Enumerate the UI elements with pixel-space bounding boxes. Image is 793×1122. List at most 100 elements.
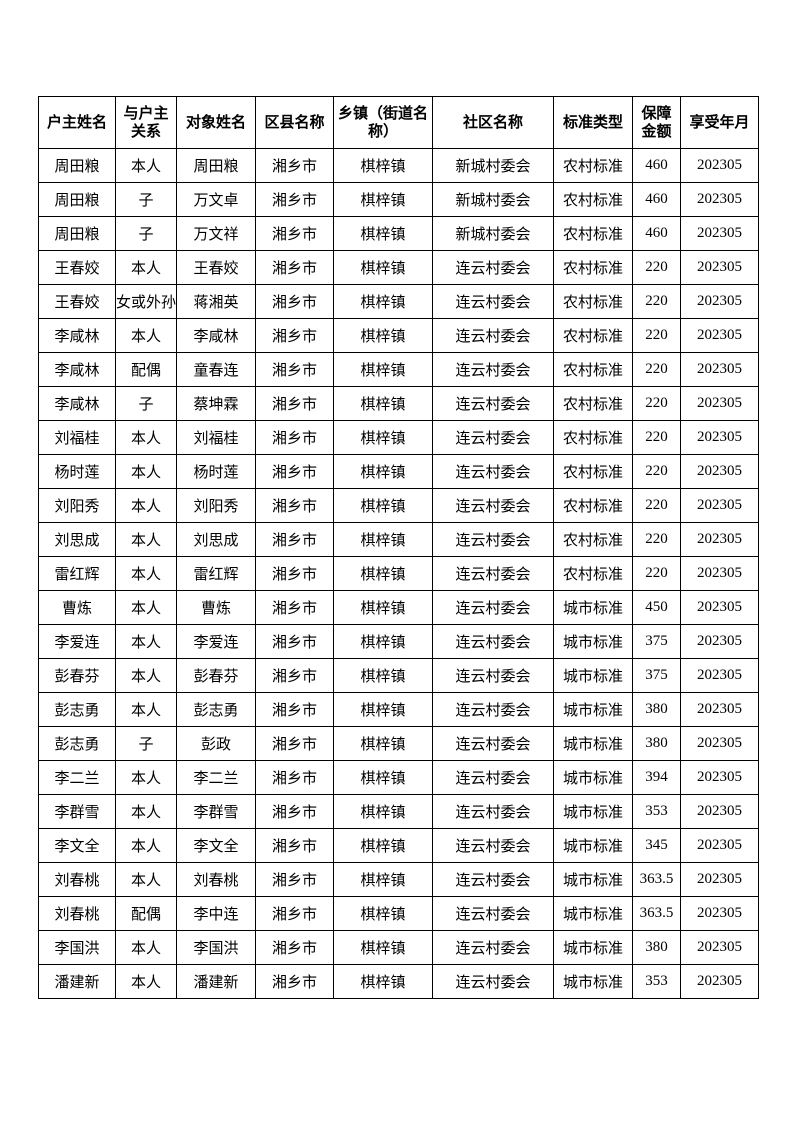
- cell-text: 202305: [697, 973, 742, 989]
- table-cell: 202305: [680, 454, 759, 489]
- table-cell: 连云村委会: [432, 590, 554, 625]
- table-cell: 棋梓镇: [333, 284, 433, 319]
- cell-text: 连云村委会: [455, 465, 531, 481]
- cell-text: 本人: [130, 499, 161, 515]
- table-cell: 李爱连: [38, 624, 116, 659]
- cell-text: 杨时莲: [54, 465, 100, 481]
- table-cell: 353: [632, 964, 681, 999]
- table-cell: 刘思成: [38, 522, 116, 557]
- cell-text: 本人: [130, 261, 161, 277]
- cell-text: 本人: [130, 635, 161, 651]
- table-cell: 棋梓镇: [333, 454, 433, 489]
- table-cell: 连云村委会: [432, 794, 554, 829]
- cell-text: 李国洪: [193, 941, 239, 957]
- table-cell: 城市标准: [553, 658, 633, 693]
- data-table: 户主姓名 与户主关系 对象姓名 区县名称 乡镇（街道名称） 社区名称 标准类型 保障金额 享受年…: [38, 96, 759, 999]
- table-cell: 刘福桂: [176, 420, 256, 455]
- cell-text: 棋梓镇: [360, 397, 406, 413]
- table-cell: 连云村委会: [432, 454, 554, 489]
- table-cell: 连云村委会: [432, 318, 554, 353]
- table-cell: 杨时莲: [176, 454, 256, 489]
- table-cell: 配偶: [115, 352, 177, 387]
- cell-text: 湘乡市: [271, 363, 317, 379]
- table-cell: 本人: [115, 692, 177, 727]
- cell-text: 棋梓镇: [360, 907, 406, 923]
- table-cell: 202305: [680, 862, 759, 897]
- table-cell: 202305: [680, 556, 759, 591]
- cell-text: 202305: [697, 361, 742, 377]
- table-cell: 220: [632, 488, 681, 523]
- table-cell: 363.5: [632, 896, 681, 931]
- cell-text: 本人: [130, 941, 161, 957]
- table-row: 刘春桃 本人 刘春桃 湘乡市 棋梓镇 连云村委会 城市标准 363.5 202305: [38, 862, 759, 897]
- table-cell: 李文全: [38, 828, 116, 863]
- table-cell: 城市标准: [553, 692, 633, 727]
- table-cell: 202305: [680, 148, 759, 183]
- table-cell: 湘乡市: [255, 182, 334, 217]
- table-cell: 湘乡市: [255, 624, 334, 659]
- table-cell: 湘乡市: [255, 828, 334, 863]
- table-cell: 棋梓镇: [333, 488, 433, 523]
- table-cell: 万文祥: [176, 216, 256, 251]
- cell-text: 375: [645, 667, 668, 683]
- table-cell: 农村标准: [553, 420, 633, 455]
- cell-text: 周田粮: [193, 159, 239, 175]
- cell-text: 连云村委会: [455, 499, 531, 515]
- table-cell: 湘乡市: [255, 488, 334, 523]
- table-cell: 城市标准: [553, 590, 633, 625]
- cell-text: 本人: [130, 431, 161, 447]
- cell-text: 本人: [130, 601, 161, 617]
- table-cell: 配偶: [115, 896, 177, 931]
- cell-text: 连云村委会: [455, 703, 531, 719]
- cell-text: 雷红辉: [193, 567, 239, 583]
- cell-text: 雷红辉: [54, 567, 100, 583]
- cell-text: 本人: [130, 771, 161, 787]
- cell-text: 湘乡市: [271, 601, 317, 617]
- cell-text: 202305: [697, 259, 742, 275]
- table-cell: 农村标准: [553, 454, 633, 489]
- cell-text: 李文全: [54, 839, 100, 855]
- cell-text: 农村标准: [562, 295, 623, 311]
- table-cell: 城市标准: [553, 862, 633, 897]
- table-cell: 城市标准: [553, 726, 633, 761]
- table-cell: 王春姣: [176, 250, 256, 285]
- cell-text: 本人: [130, 329, 161, 345]
- cell-text: 本人: [130, 805, 161, 821]
- cell-text: 连云村委会: [455, 941, 531, 957]
- cell-text: 345: [645, 837, 668, 853]
- table-cell: 363.5: [632, 862, 681, 897]
- table-cell: 雷红辉: [176, 556, 256, 591]
- table-cell: 棋梓镇: [333, 930, 433, 965]
- cell-text: 李文全: [193, 839, 239, 855]
- cell-text: 460: [645, 225, 668, 241]
- table-cell: 连云村委会: [432, 556, 554, 591]
- table-row: 李群雪 本人 李群雪 湘乡市 棋梓镇 连云村委会 城市标准 353 202305: [38, 794, 759, 829]
- cell-text: 棋梓镇: [360, 499, 406, 515]
- cell-text: 连云村委会: [455, 261, 531, 277]
- cell-text: 220: [645, 293, 668, 309]
- table-cell: 湘乡市: [255, 794, 334, 829]
- table-cell: 李群雪: [38, 794, 116, 829]
- table-cell: 202305: [680, 318, 759, 353]
- cell-text: 刘思成: [54, 533, 100, 549]
- cell-text: 棋梓镇: [360, 465, 406, 481]
- table-cell: 彭政: [176, 726, 256, 761]
- table-cell: 460: [632, 182, 681, 217]
- table-cell: 李群雪: [176, 794, 256, 829]
- cell-text: 曹炼: [200, 601, 231, 617]
- table-cell: 王春姣: [38, 250, 116, 285]
- cell-text: 子: [138, 737, 154, 753]
- cell-text: 202305: [697, 157, 742, 173]
- table-cell: 周田粮: [176, 148, 256, 183]
- table-cell: 连云村委会: [432, 828, 554, 863]
- cell-text: 棋梓镇: [360, 941, 406, 957]
- cell-text: 本人: [130, 839, 161, 855]
- cell-text: 连云村委会: [455, 805, 531, 821]
- table-cell: 连云村委会: [432, 284, 554, 319]
- cell-text: 连云村委会: [455, 601, 531, 617]
- cell-text: 湘乡市: [271, 907, 317, 923]
- cell-text: 棋梓镇: [360, 363, 406, 379]
- table-cell: 棋梓镇: [333, 522, 433, 557]
- table-cell: 连云村委会: [432, 420, 554, 455]
- table-cell: 202305: [680, 658, 759, 693]
